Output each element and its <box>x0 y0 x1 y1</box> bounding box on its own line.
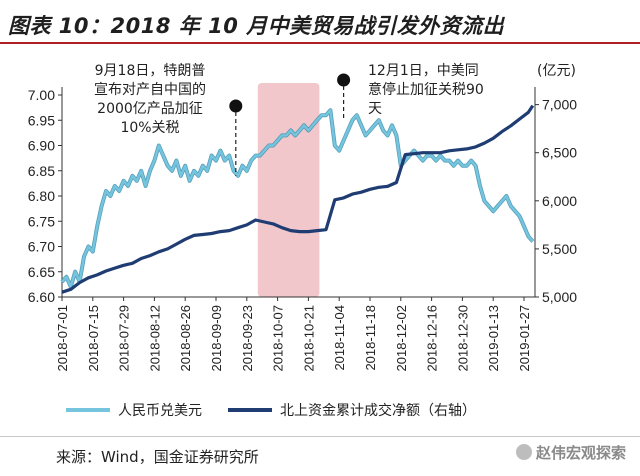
x-tick-label: 2018-08-12 <box>147 305 162 372</box>
x-tick-label: 2019-01-13 <box>486 305 501 372</box>
y-left-tick-label: 6.95 <box>28 112 55 128</box>
y-right-tick-label: 5,500 <box>542 241 577 257</box>
annotation-1-marker <box>229 99 243 113</box>
y-right-tick-label: 7,000 <box>542 97 577 113</box>
x-tick-label: 2018-08-26 <box>178 305 193 372</box>
x-tick-label: 2018-09-09 <box>209 305 224 372</box>
legend-label-usdcny: 人民币兑美元 <box>118 403 202 419</box>
series-northbound-line <box>61 104 535 294</box>
title-rule <box>0 42 640 44</box>
x-tick-label: 2018-07-01 <box>55 305 70 372</box>
legend: 人民币兑美元 北上资金累计成交净额（右轴） <box>66 400 476 420</box>
watermark: 赵伟宏观探索 <box>515 442 626 463</box>
y-left-tick-label: 6.70 <box>28 239 55 255</box>
y-left-tick-label: 6.80 <box>28 188 55 204</box>
y-left-tick-label: 6.85 <box>28 163 55 179</box>
annotation-1-text: 9月18日，特朗普 <box>95 63 206 79</box>
annotation-1-text: 10%关税 <box>120 120 179 136</box>
y-left-tick-label: 7.00 <box>28 87 55 103</box>
y-left-tick-label: 6.75 <box>28 213 55 229</box>
y-left-tick-label: 6.65 <box>28 264 55 280</box>
highlight-region <box>257 83 320 297</box>
y-right-unit-label: (亿元) <box>537 63 576 79</box>
annotation-2-text: 12月1日，中美同 <box>368 63 479 79</box>
y-left-tick-label: 6.60 <box>28 289 55 305</box>
x-tick-label: 2018-12-16 <box>425 305 440 372</box>
legend-item-northbound: 北上资金累计成交净额（右轴） <box>228 400 476 420</box>
source-text: 来源：Wind，国金证券研究所 <box>56 448 259 466</box>
x-tick-label: 2018-12-30 <box>455 305 470 372</box>
annotation-1-text: 2000亿产品加征 <box>97 101 203 117</box>
axes: 6.60 6.65 6.70 6.75 6.80 6.85 6.90 6.95 7.00 5,00… <box>28 63 577 372</box>
x-tick-label: 2018-09-23 <box>240 305 255 372</box>
annotation-2-text: 天 <box>368 101 382 117</box>
series-usdcny-line <box>61 108 534 289</box>
x-tick-label: 2018-11-04 <box>332 305 347 371</box>
x-tick-label: 2018-10-07 <box>271 305 286 372</box>
legend-swatch-usdcny <box>66 408 110 412</box>
y-right-tick-label: 5,000 <box>542 289 577 305</box>
watermark-text: 赵伟宏观探索 <box>535 444 626 462</box>
x-tick-label: 2018-07-15 <box>86 305 101 372</box>
x-tick-label: 2018-10-21 <box>301 305 316 372</box>
y-right-tick-label: 6,000 <box>542 193 577 209</box>
annotation-2-text: 意停止加征关税90 <box>368 81 484 98</box>
wechat-icon <box>515 444 532 460</box>
annotation-1-text: 宣布对产自中国的 <box>94 82 206 98</box>
chart-title: 图表 10：2018 年 10 月中美贸易战引发外资流出 <box>8 14 505 38</box>
legend-label-northbound: 北上资金累计成交净额（右轴） <box>280 403 476 419</box>
legend-swatch-northbound <box>228 408 272 412</box>
x-tick-label: 2018-12-02 <box>394 305 409 372</box>
x-tick-label: 2018-07-29 <box>117 305 132 372</box>
legend-item-usdcny: 人民币兑美元 <box>66 400 202 420</box>
x-tick-label: 2019-01-27 <box>517 305 532 372</box>
y-right-tick-label: 6,500 <box>542 145 577 161</box>
series-lines <box>60 104 535 294</box>
annotation-2-marker <box>337 73 351 87</box>
y-left-tick-label: 6.90 <box>28 138 55 154</box>
source-rule <box>0 436 640 437</box>
x-tick-label: 2018-11-18 <box>363 305 378 371</box>
